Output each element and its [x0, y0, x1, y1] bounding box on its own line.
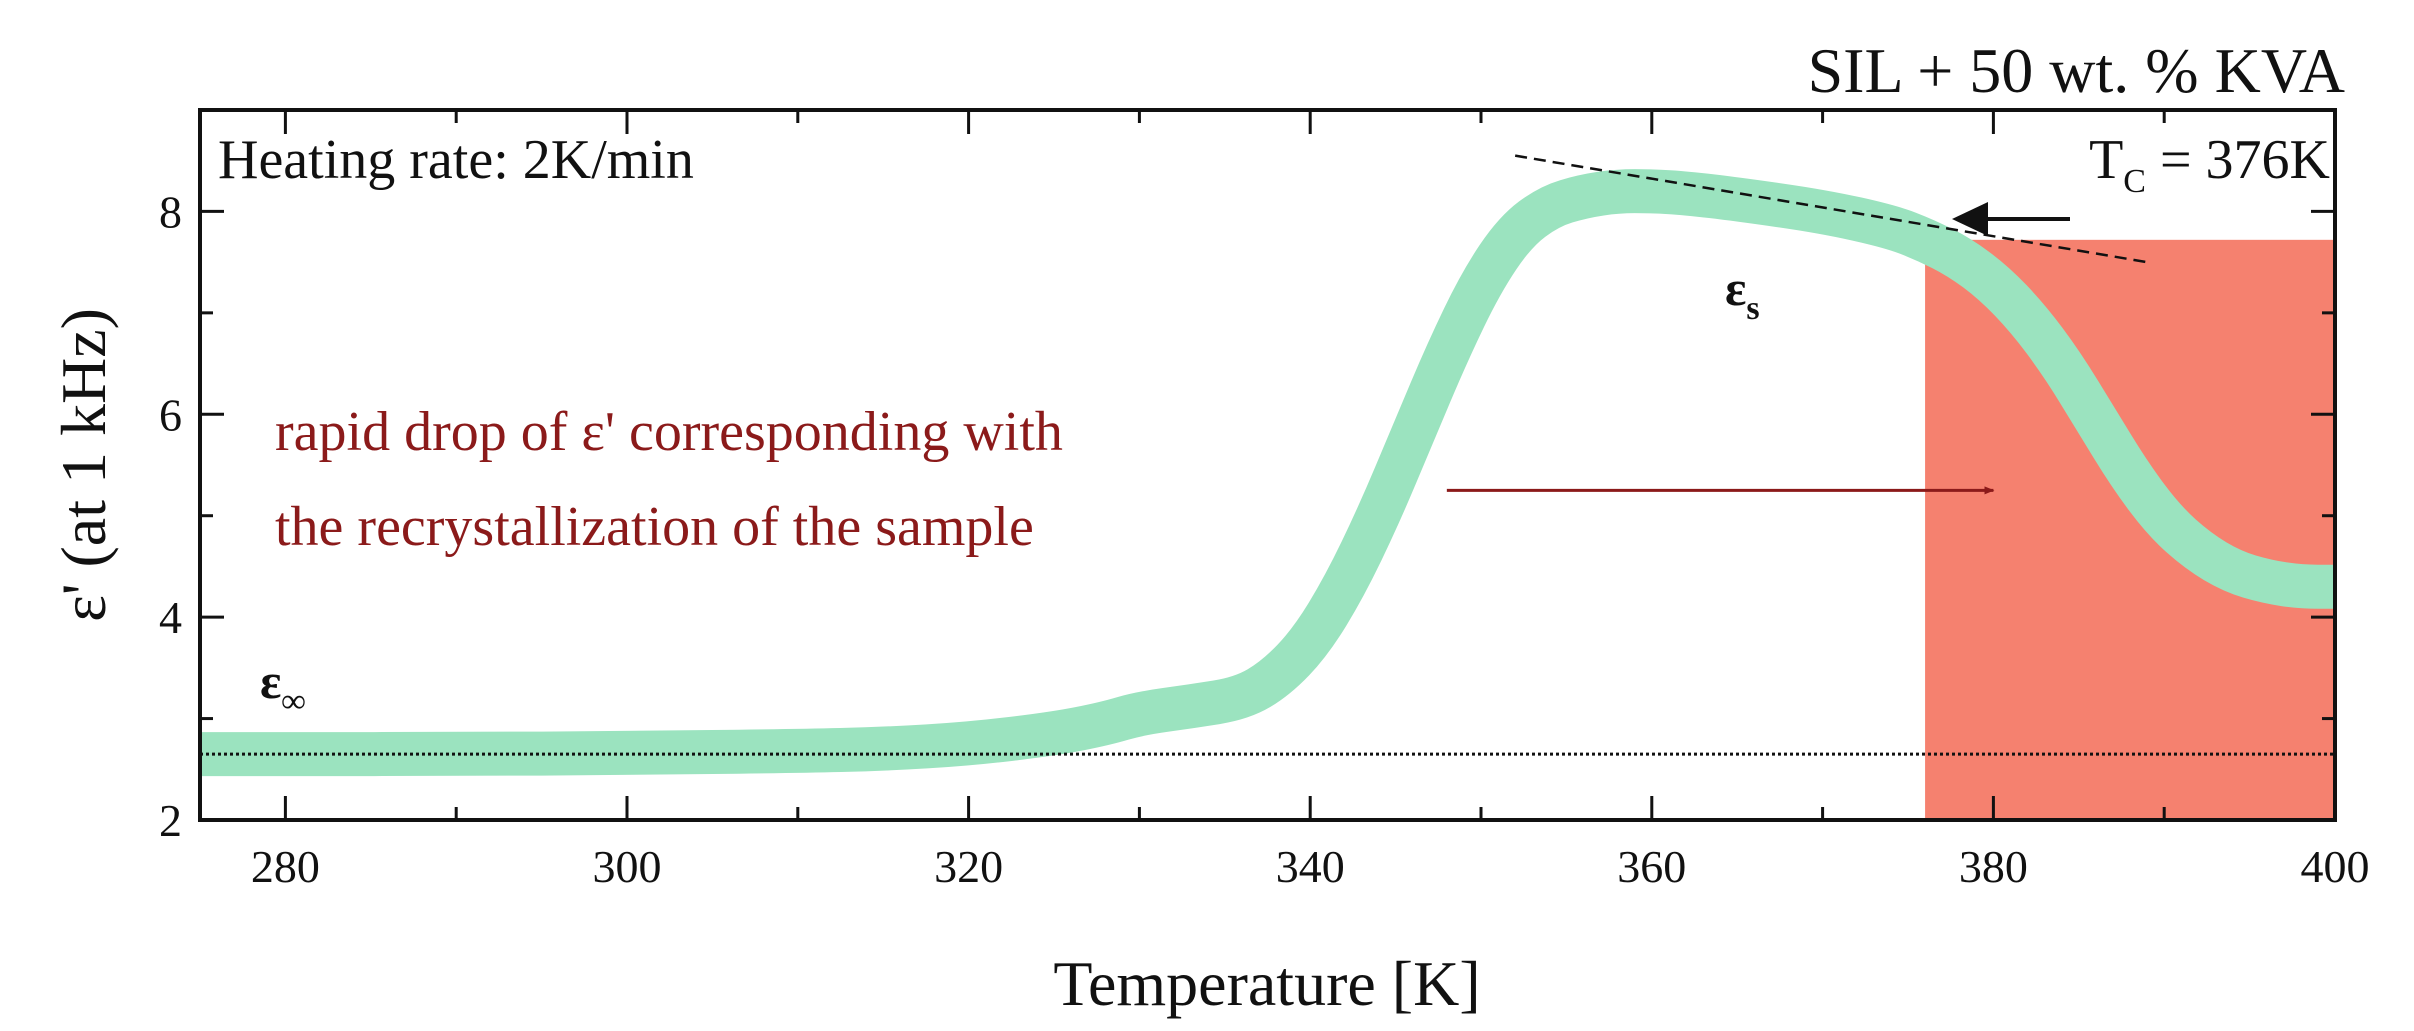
- chart-title: SIL + 50 wt. % KVA: [1808, 35, 2345, 106]
- y-tick-label: 8: [159, 186, 182, 237]
- tc-label-sub: C: [2123, 163, 2146, 200]
- series-line-eps: [200, 169, 2335, 777]
- tc-label: TC = 376K: [2089, 129, 2330, 200]
- heating-rate-label: Heating rate: 2K/min: [218, 129, 694, 191]
- drop-annotation-line1: rapid drop of ε' corresponding with: [275, 401, 1063, 463]
- tc-label-main: T: [2089, 129, 2123, 191]
- x-tick-label: 320: [934, 841, 1003, 892]
- plot-frame: [198, 108, 2337, 822]
- x-tick-label: 400: [2301, 841, 2370, 892]
- eps-inf-label: ε∞: [260, 653, 306, 720]
- axis-ticks: 280 300 320 340 360 380 400 2 4 6 8: [159, 110, 2370, 892]
- y-tick-label: 4: [159, 592, 182, 643]
- eps-inf-sub: ∞: [281, 683, 305, 720]
- drop-annotation-line2: the recrystallization of the sample: [275, 496, 1034, 558]
- y-axis-title: ε' (at 1 kHz): [48, 308, 119, 622]
- eps-s-label: εs: [1725, 260, 1760, 327]
- tc-label-value: = 376K: [2146, 129, 2330, 191]
- tangent-dashed-line: [1514, 154, 2148, 264]
- x-tick-label: 340: [1276, 841, 1345, 892]
- y-tick-label: 6: [159, 389, 182, 440]
- x-axis-title: Temperature [K]: [1053, 948, 1480, 1019]
- x-tick-label: 300: [593, 841, 662, 892]
- eps-s-sub: s: [1746, 290, 1759, 327]
- eps-inf-main: ε: [260, 653, 281, 709]
- recrystallization-shaded-region: [1925, 239, 2335, 820]
- x-tick-label: 360: [1617, 841, 1686, 892]
- x-tick-label: 280: [251, 841, 320, 892]
- eps-s-main: ε: [1725, 260, 1746, 316]
- y-tick-label: 2: [159, 795, 182, 846]
- tc-arrowhead-icon: [1952, 202, 1988, 236]
- x-tick-label: 380: [1959, 841, 2028, 892]
